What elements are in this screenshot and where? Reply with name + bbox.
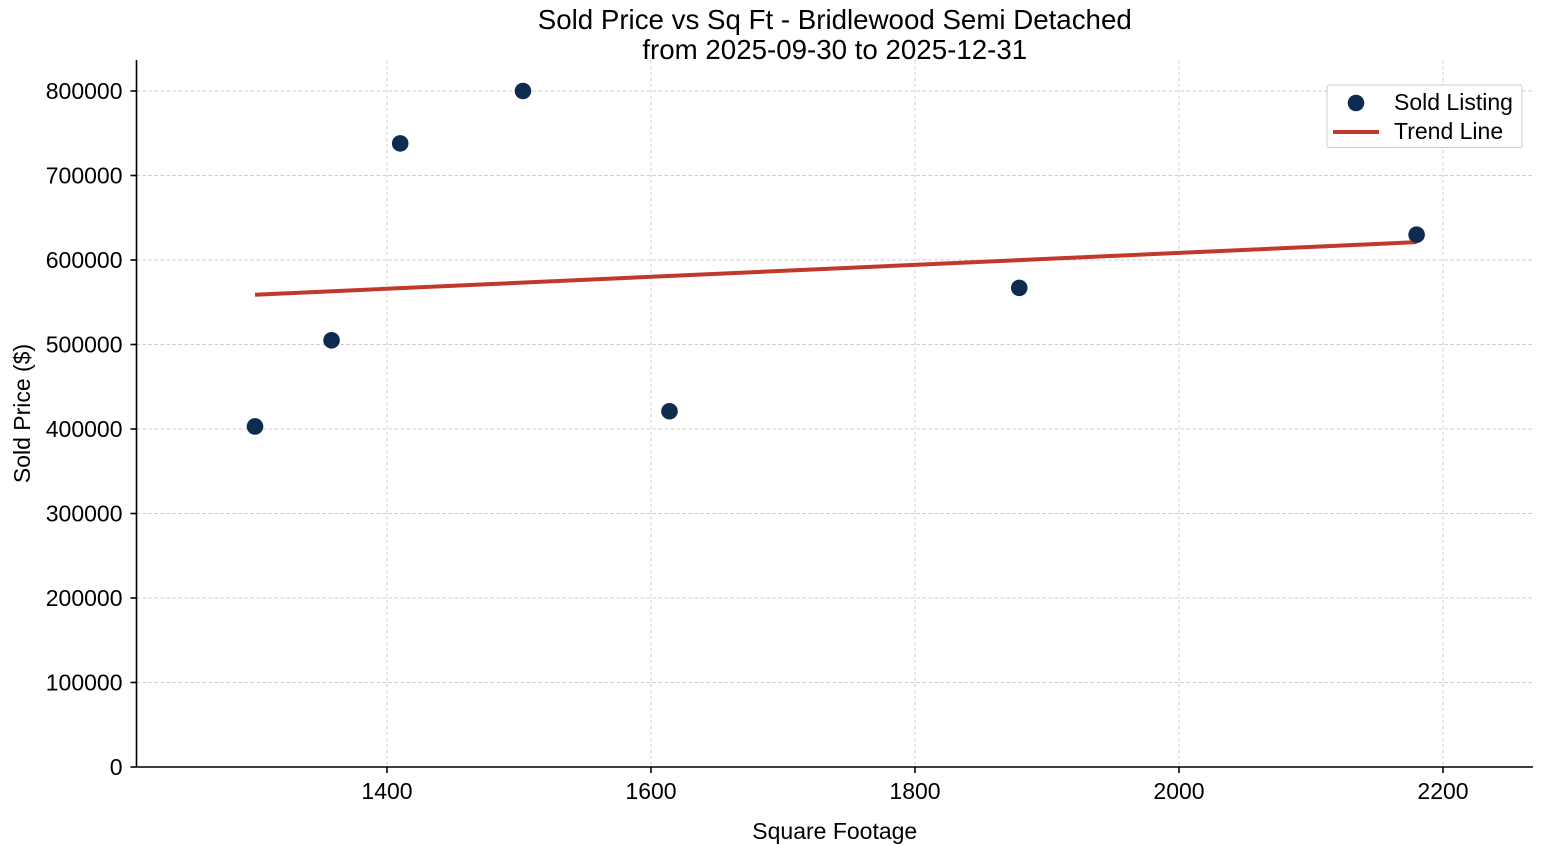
svg-text:from 2025-09-30 to 2025-12-31: from 2025-09-30 to 2025-12-31 xyxy=(642,34,1027,65)
svg-text:300000: 300000 xyxy=(46,501,123,527)
svg-text:700000: 700000 xyxy=(46,163,123,189)
svg-text:2000: 2000 xyxy=(1153,778,1204,804)
svg-text:Trend Line: Trend Line xyxy=(1394,118,1503,144)
svg-text:Sold Price ($): Sold Price ($) xyxy=(9,344,35,483)
svg-text:800000: 800000 xyxy=(46,78,123,104)
svg-text:100000: 100000 xyxy=(46,670,123,696)
svg-text:2200: 2200 xyxy=(1417,778,1468,804)
svg-text:0: 0 xyxy=(110,754,123,780)
svg-text:Sold Price vs Sq Ft - Bridlewo: Sold Price vs Sq Ft - Bridlewood Semi De… xyxy=(538,4,1132,35)
svg-text:Sold Listing: Sold Listing xyxy=(1394,89,1513,115)
svg-text:1800: 1800 xyxy=(889,778,940,804)
svg-text:Square Footage: Square Footage xyxy=(752,818,917,844)
svg-text:600000: 600000 xyxy=(46,247,123,273)
svg-text:400000: 400000 xyxy=(46,416,123,442)
svg-text:1600: 1600 xyxy=(625,778,676,804)
svg-text:1400: 1400 xyxy=(361,778,412,804)
svg-text:200000: 200000 xyxy=(46,585,123,611)
svg-text:500000: 500000 xyxy=(46,332,123,358)
